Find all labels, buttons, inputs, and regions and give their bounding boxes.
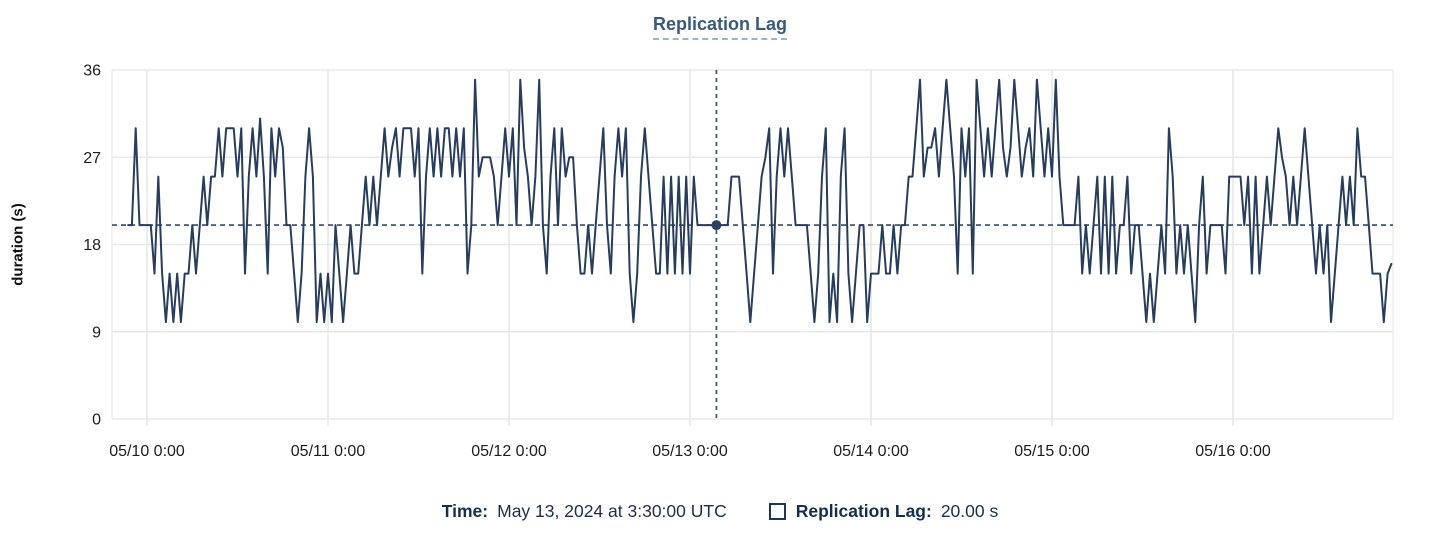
x-axis-tick-label: 05/12 0:00 [471,443,547,460]
x-axis-tick-label: 05/13 0:00 [652,443,728,460]
crosshair-dot [711,220,722,231]
chart-title[interactable]: Replication Lag [652,14,787,40]
tooltip-series: Replication Lag: 20.00 s [768,501,999,522]
x-axis-tick-label: 05/16 0:00 [1195,443,1271,460]
tooltip-time-value: May 13, 2024 at 3:30:00 UTC [497,501,727,521]
chart-header: Replication Lag [0,14,1440,40]
hover-tooltip: Time: May 13, 2024 at 3:30:00 UTC Replic… [0,501,1440,522]
y-axis-tick-label: 27 [83,150,101,167]
y-axis-tick-label: 0 [92,412,101,429]
x-axis-tick-label: 05/15 0:00 [1014,443,1090,460]
x-axis-tick-label: 05/14 0:00 [833,443,909,460]
tooltip-series-value: 20.00 s [940,501,999,521]
tooltip-series-label: Replication Lag: [795,501,932,521]
y-axis-tick-label: 18 [83,237,101,254]
series-swatch-icon [768,503,786,520]
y-axis-tick-label: 36 [83,63,101,80]
y-axis-tick-label: 9 [92,324,101,341]
x-axis-tick-label: 05/11 0:00 [291,443,366,460]
tooltip-time: Time: May 13, 2024 at 3:30:00 UTC [442,501,727,522]
tooltip-time-label: Time: [441,501,489,521]
series-line[interactable] [127,78,1393,324]
x-axis-tick-label: 05/10 0:00 [109,443,185,460]
plot-area[interactable]: 0 9 18 27 36 05/10 0:00 05/11 0:00 05/12 0:00 05… [0,0,1440,478]
